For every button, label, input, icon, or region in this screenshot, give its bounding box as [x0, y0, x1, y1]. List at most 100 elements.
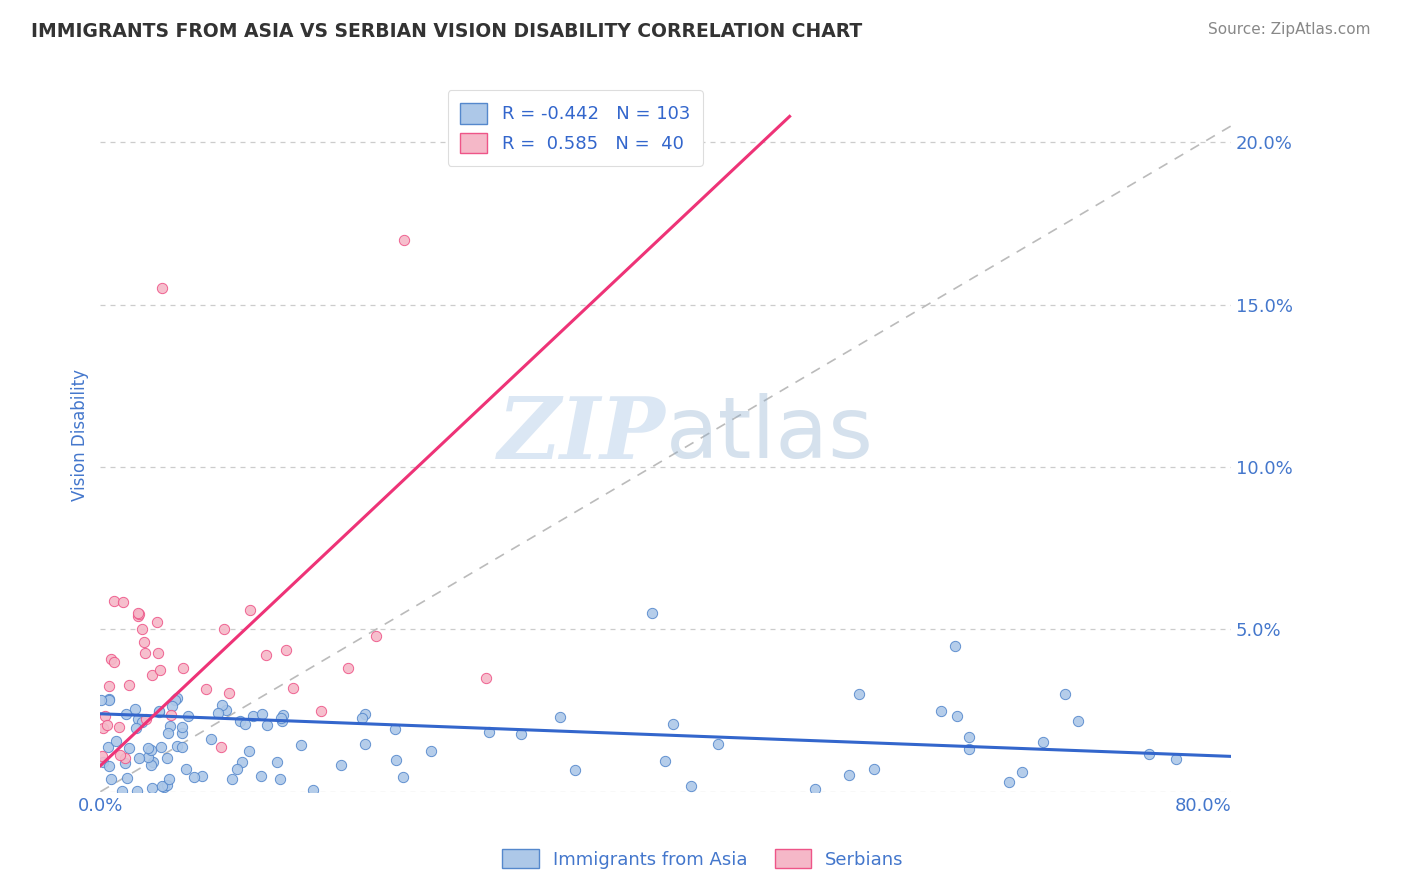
Point [98, 759, 121, 773]
Point [1011, 765, 1033, 780]
Point [654, 754, 676, 768]
Point [159, 719, 181, 733]
Point [274, 642, 297, 657]
Point [124, 702, 146, 716]
Point [114, 756, 136, 770]
Point [91, 756, 114, 770]
Point [100, 652, 122, 666]
Point [125, 784, 148, 798]
Point [250, 769, 273, 783]
Point [149, 739, 172, 754]
Point [209, 740, 232, 755]
Y-axis label: Vision Disability: Vision Disability [72, 368, 89, 500]
Point [681, 779, 703, 793]
Point [266, 756, 288, 770]
Point [172, 739, 194, 754]
Point [200, 731, 222, 746]
Point [301, 782, 323, 797]
Point [156, 751, 179, 765]
Point [160, 708, 183, 723]
Point [135, 712, 157, 726]
Point [384, 753, 406, 767]
Point [478, 724, 501, 739]
Point [384, 722, 406, 736]
Point [172, 661, 194, 675]
Point [354, 738, 377, 752]
Point [337, 661, 360, 675]
Point [353, 707, 375, 722]
Point [364, 629, 387, 643]
Point [141, 668, 163, 682]
Point [131, 622, 153, 636]
Point [238, 744, 260, 758]
Point [105, 734, 128, 748]
Point [475, 671, 498, 685]
Point [231, 755, 253, 769]
Point [157, 772, 180, 786]
Point [283, 681, 305, 695]
Point [229, 714, 252, 728]
Legend: Immigrants from Asia, Serbians: Immigrants from Asia, Serbians [495, 841, 911, 876]
Point [420, 744, 443, 758]
Point [1137, 747, 1160, 762]
Point [156, 778, 179, 792]
Point [211, 698, 233, 713]
Point [270, 711, 292, 725]
Point [1164, 752, 1187, 766]
Point [103, 594, 125, 608]
Point [190, 768, 212, 782]
Text: atlas: atlas [665, 393, 873, 476]
Point [350, 711, 373, 725]
Point [174, 762, 197, 776]
Point [218, 686, 240, 700]
Point [118, 741, 141, 756]
Point [94, 708, 117, 723]
Point [233, 717, 256, 731]
Point [97, 739, 120, 754]
Point [91, 722, 114, 736]
Point [103, 656, 125, 670]
Point [150, 281, 173, 295]
Point [221, 772, 243, 786]
Point [641, 606, 664, 620]
Point [1054, 687, 1077, 701]
Point [170, 725, 193, 739]
Point [98, 679, 121, 693]
Point [225, 762, 247, 776]
Point [153, 780, 176, 794]
Point [215, 703, 238, 717]
Point [838, 768, 860, 782]
Point [91, 749, 114, 764]
Point [127, 606, 149, 620]
Point [707, 737, 730, 751]
Point [943, 639, 966, 653]
Point [166, 739, 188, 753]
Point [330, 757, 353, 772]
Point [150, 779, 173, 793]
Point [114, 706, 136, 721]
Legend: R = -0.442   N = 103, R =  0.585   N =  40: R = -0.442 N = 103, R = 0.585 N = 40 [447, 90, 703, 166]
Point [309, 704, 332, 718]
Point [214, 623, 236, 637]
Point [96, 718, 118, 732]
Text: IMMIGRANTS FROM ASIA VS SERBIAN VISION DISABILITY CORRELATION CHART: IMMIGRANTS FROM ASIA VS SERBIAN VISION D… [31, 22, 862, 41]
Point [242, 709, 264, 723]
Point [97, 692, 120, 706]
Point [998, 775, 1021, 789]
Point [128, 607, 150, 622]
Point [862, 762, 884, 776]
Point [142, 755, 165, 769]
Point [166, 690, 188, 705]
Point [114, 750, 136, 764]
Point [510, 727, 533, 741]
Point [139, 757, 162, 772]
Point [271, 708, 294, 723]
Point [183, 770, 205, 784]
Point [548, 710, 571, 724]
Point [804, 782, 827, 797]
Point [662, 717, 685, 731]
Point [110, 747, 132, 762]
Point [957, 730, 980, 744]
Point [157, 726, 180, 740]
Point [108, 721, 131, 735]
